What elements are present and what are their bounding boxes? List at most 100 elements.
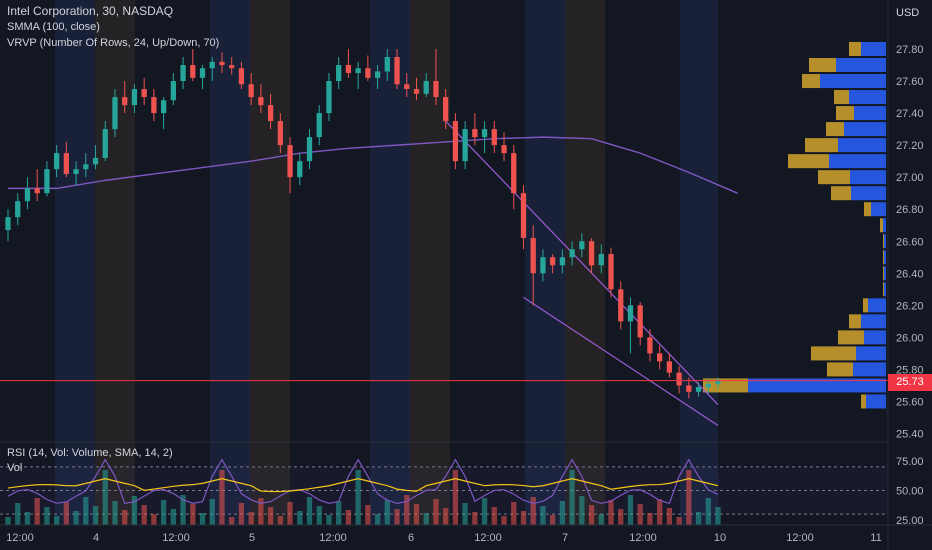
time-tick-label: 11	[870, 532, 881, 544]
volume-profile-up-bar	[853, 362, 886, 377]
vol-legend[interactable]: Vol	[7, 462, 23, 474]
volume-bar	[345, 510, 352, 525]
volume-bar	[336, 501, 342, 525]
volume-profile-up-bar	[871, 202, 886, 217]
volume-profile-up-bar	[836, 58, 886, 73]
candle-body	[131, 89, 138, 106]
volume-profile-down-bar	[883, 234, 884, 249]
volume-bar	[34, 498, 40, 525]
volume-bar	[306, 497, 313, 525]
volume-bar	[394, 509, 400, 525]
volume-bar	[83, 497, 89, 525]
price-tick-label: 26.80	[896, 204, 924, 216]
candle-body	[83, 164, 89, 170]
volume-profile-up-bar	[820, 74, 886, 89]
volume-bar	[472, 512, 478, 525]
volume-profile-up-bar	[854, 106, 886, 121]
session-band	[95, 0, 135, 525]
last-price-tag: 25.73	[888, 374, 932, 391]
volume-bar	[160, 500, 167, 525]
volume-bar	[618, 509, 624, 525]
rsi-legend[interactable]: RSI (14, Vol: Volume, SMA, 14, 2)	[7, 447, 173, 459]
session-band	[250, 0, 290, 525]
volume-profile-up-bar	[856, 346, 886, 361]
smma-line	[8, 136, 738, 194]
candle-body	[365, 68, 371, 78]
volume-profile-up-bar	[829, 154, 886, 169]
volume-profile-down-bar	[788, 154, 829, 169]
candle-body	[550, 257, 556, 266]
candle-body	[219, 61, 225, 66]
session-band	[210, 0, 250, 525]
candle-body	[481, 129, 488, 138]
time-tick-label: 12:00	[474, 532, 502, 544]
candle-body	[404, 84, 410, 90]
volume-profile-up-bar	[850, 170, 886, 185]
time-tick-label: 4	[93, 532, 99, 544]
volume-bar	[404, 495, 410, 525]
candle-body	[569, 249, 575, 258]
candle-body	[297, 161, 303, 178]
volume-bar	[647, 513, 653, 525]
candle-body	[160, 100, 167, 114]
time-tick-label: 5	[249, 532, 255, 544]
price-tick-label: 25.60	[896, 396, 924, 408]
volume-bar	[666, 508, 673, 525]
candle-body	[608, 254, 614, 290]
candle-body	[102, 129, 108, 158]
candle-body	[5, 217, 11, 231]
price-tick-label: 26.20	[896, 300, 924, 312]
candle-body	[676, 372, 682, 386]
volume-bar	[229, 517, 235, 525]
volume-bar	[452, 470, 459, 525]
candle-body	[190, 65, 196, 78]
candle-body	[423, 81, 429, 94]
candle-body	[657, 353, 663, 362]
smma-legend[interactable]: SMMA (100, close)	[7, 21, 100, 33]
volume-bar	[365, 505, 371, 525]
candle-body	[627, 305, 634, 322]
volume-bar	[705, 498, 711, 525]
candle-body	[238, 68, 245, 85]
volume-bar	[715, 507, 721, 525]
volume-profile-up-bar	[861, 41, 886, 57]
channel-lower-line	[523, 296, 719, 426]
volume-bar	[326, 515, 332, 525]
volume-profile-down-bar	[831, 186, 851, 201]
volume-profile-down-bar	[883, 266, 884, 281]
volume-bar	[248, 512, 254, 525]
volume-bar	[627, 495, 634, 525]
candle-body	[15, 201, 21, 218]
volume-bar	[491, 507, 497, 525]
volume-profile-up-bar	[849, 90, 886, 105]
session-band	[680, 0, 718, 525]
volume-bar	[540, 506, 546, 525]
time-tick-label: 12:00	[629, 532, 657, 544]
rsi-tick-label: 75.00	[896, 456, 924, 468]
vrvp-legend[interactable]: VRVP (Number Of Rows, 24, Up/Down, 70)	[7, 37, 220, 49]
time-tick-label: 12:00	[6, 532, 34, 544]
volume-profile-up-bar	[868, 298, 886, 313]
volume-bar	[550, 515, 556, 525]
volume-bar	[73, 511, 79, 525]
candle-body	[34, 188, 40, 194]
volume-bar	[63, 502, 69, 525]
volume-bar	[501, 516, 507, 525]
volume-bar	[559, 501, 566, 525]
volume-profile-up-bar	[884, 234, 886, 249]
volume-bar	[520, 511, 527, 525]
volume-bar	[267, 507, 274, 525]
volume-profile-down-bar	[849, 41, 861, 57]
volume-bar	[530, 497, 536, 525]
volume-profile-down-bar	[849, 314, 861, 329]
volume-profile-down-bar	[703, 378, 748, 393]
candle-body	[209, 61, 215, 69]
candle-body	[384, 57, 390, 72]
volume-bar	[170, 509, 176, 525]
candle-body	[345, 65, 352, 74]
volume-bar	[122, 510, 128, 525]
volume-bar	[569, 470, 575, 525]
rsi-line	[7, 458, 719, 505]
price-tick-label: 27.80	[896, 44, 924, 56]
